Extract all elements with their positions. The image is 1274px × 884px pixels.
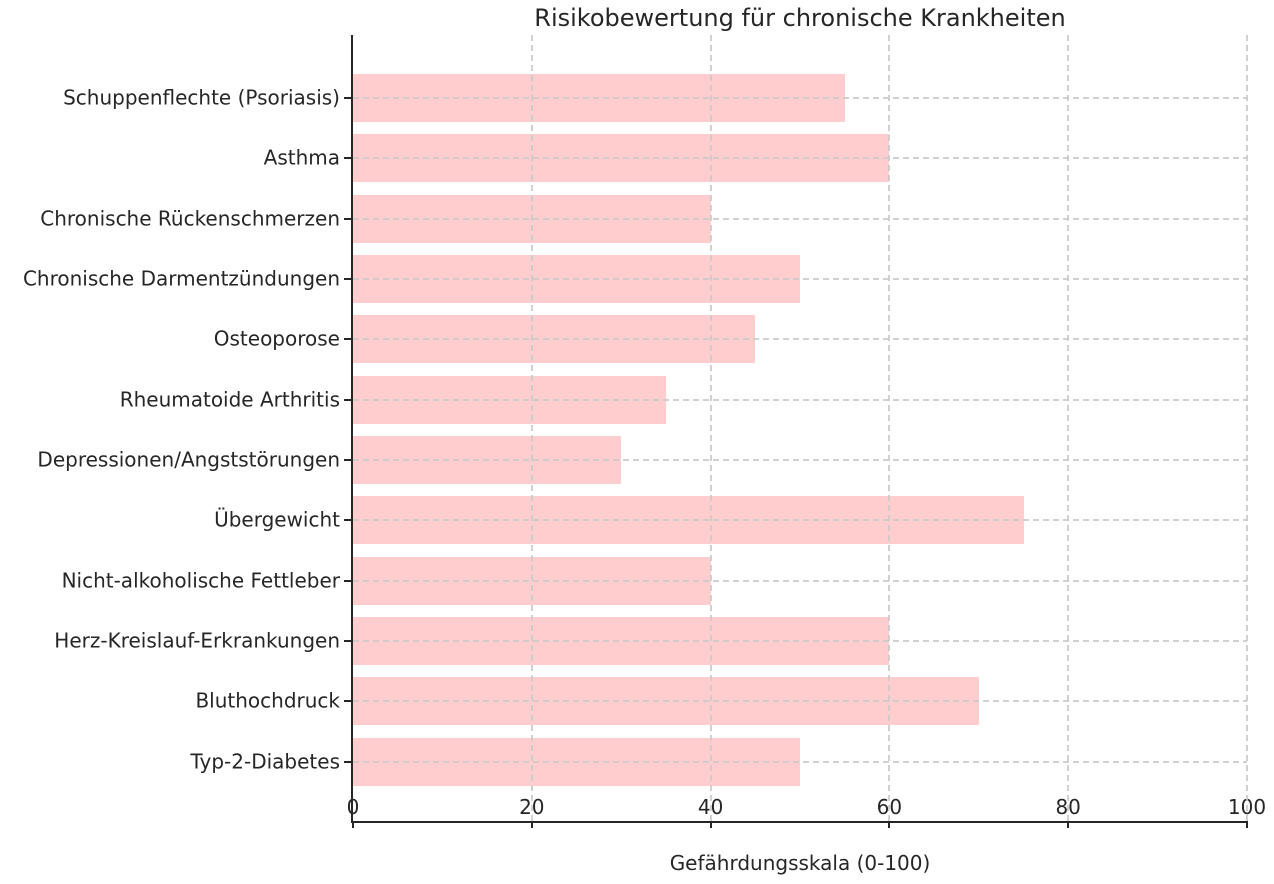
category-label: Osteoporose bbox=[213, 326, 340, 351]
y-tick bbox=[344, 760, 353, 763]
bar-row: Bluthochdruck bbox=[195, 671, 1247, 731]
bar-row: Osteoporose bbox=[214, 309, 1247, 369]
category-label: Nicht-alkoholische Fettleber bbox=[61, 568, 340, 593]
y-axis-spine bbox=[351, 35, 353, 821]
category-label: Chronische Darmentzündungen bbox=[22, 266, 340, 291]
category-label: Bluthochdruck bbox=[195, 688, 340, 713]
y-tick bbox=[344, 398, 353, 401]
category-label: Schuppenflechte (Psoriasis) bbox=[63, 85, 340, 110]
bar-row: Asthma bbox=[264, 128, 1247, 188]
bars-area: Schuppenflechte (Psoriasis) Asthma Chronis… bbox=[23, 68, 1247, 792]
chart-title: Risikobewertung für chronische Krankheit… bbox=[534, 4, 1066, 32]
bar-row: Rheumatoide Arthritis bbox=[120, 370, 1247, 430]
bar-row: Übergewicht bbox=[214, 490, 1247, 550]
v-gridline bbox=[1067, 35, 1070, 821]
y-tick bbox=[344, 338, 353, 341]
category-label: Chronische Rückenschmerzen bbox=[40, 206, 340, 231]
h-gridline bbox=[353, 579, 1247, 582]
y-tick bbox=[344, 519, 353, 522]
bar-row: Nicht-alkoholische Fettleber bbox=[62, 551, 1247, 611]
bar-row: Typ-2-Diabetes bbox=[190, 732, 1247, 792]
bar-row: Herz-Kreislauf-Erkrankungen bbox=[54, 611, 1247, 671]
x-tick bbox=[352, 821, 354, 828]
v-gridline bbox=[888, 35, 891, 821]
category-label: Herz-Kreislauf-Erkrankungen bbox=[54, 628, 340, 653]
y-tick bbox=[344, 97, 353, 100]
category-label: Depressionen/Angststörungen bbox=[37, 447, 340, 472]
y-tick bbox=[344, 459, 353, 462]
h-gridline bbox=[353, 278, 1247, 281]
x-axis-label: Gefährdungsskala (0-100) bbox=[669, 851, 931, 875]
bar-row: Schuppenflechte (Psoriasis) bbox=[63, 68, 1247, 128]
y-tick bbox=[344, 217, 353, 220]
h-gridline bbox=[353, 519, 1247, 522]
x-tick bbox=[1246, 821, 1248, 828]
h-gridline bbox=[353, 760, 1247, 763]
y-tick bbox=[344, 640, 353, 643]
x-tick bbox=[888, 821, 891, 828]
h-gridline bbox=[353, 700, 1247, 703]
x-tick-label: 0 bbox=[346, 795, 360, 819]
v-gridline bbox=[530, 35, 533, 821]
h-gridline bbox=[353, 338, 1247, 341]
category-label: Typ-2-Diabetes bbox=[190, 749, 340, 774]
y-tick bbox=[344, 278, 353, 281]
h-gridline bbox=[353, 97, 1247, 100]
category-label: Asthma bbox=[263, 146, 340, 171]
plot-area: Schuppenflechte (Psoriasis) Asthma Chronis… bbox=[23, 35, 1248, 828]
h-gridline bbox=[353, 459, 1247, 462]
y-tick bbox=[344, 157, 353, 160]
y-tick bbox=[344, 579, 353, 582]
h-gridline bbox=[353, 398, 1247, 401]
y-tick bbox=[344, 700, 353, 703]
bar-row: Chronische Darmentzündungen bbox=[23, 249, 1247, 309]
h-gridline bbox=[353, 640, 1247, 643]
h-gridline bbox=[353, 157, 1247, 160]
category-label: Übergewicht bbox=[214, 507, 340, 532]
x-axis-spine bbox=[351, 821, 1247, 823]
bar-row: Chronische Rückenschmerzen bbox=[40, 189, 1247, 249]
x-tick bbox=[530, 821, 533, 828]
v-gridline bbox=[1246, 35, 1248, 821]
bar-row: Depressionen/Angststörungen bbox=[37, 430, 1247, 490]
x-tick bbox=[1067, 821, 1070, 828]
v-gridline bbox=[709, 35, 712, 821]
category-label: Rheumatoide Arthritis bbox=[119, 387, 340, 412]
x-tick bbox=[709, 821, 712, 828]
h-gridline bbox=[353, 217, 1247, 220]
